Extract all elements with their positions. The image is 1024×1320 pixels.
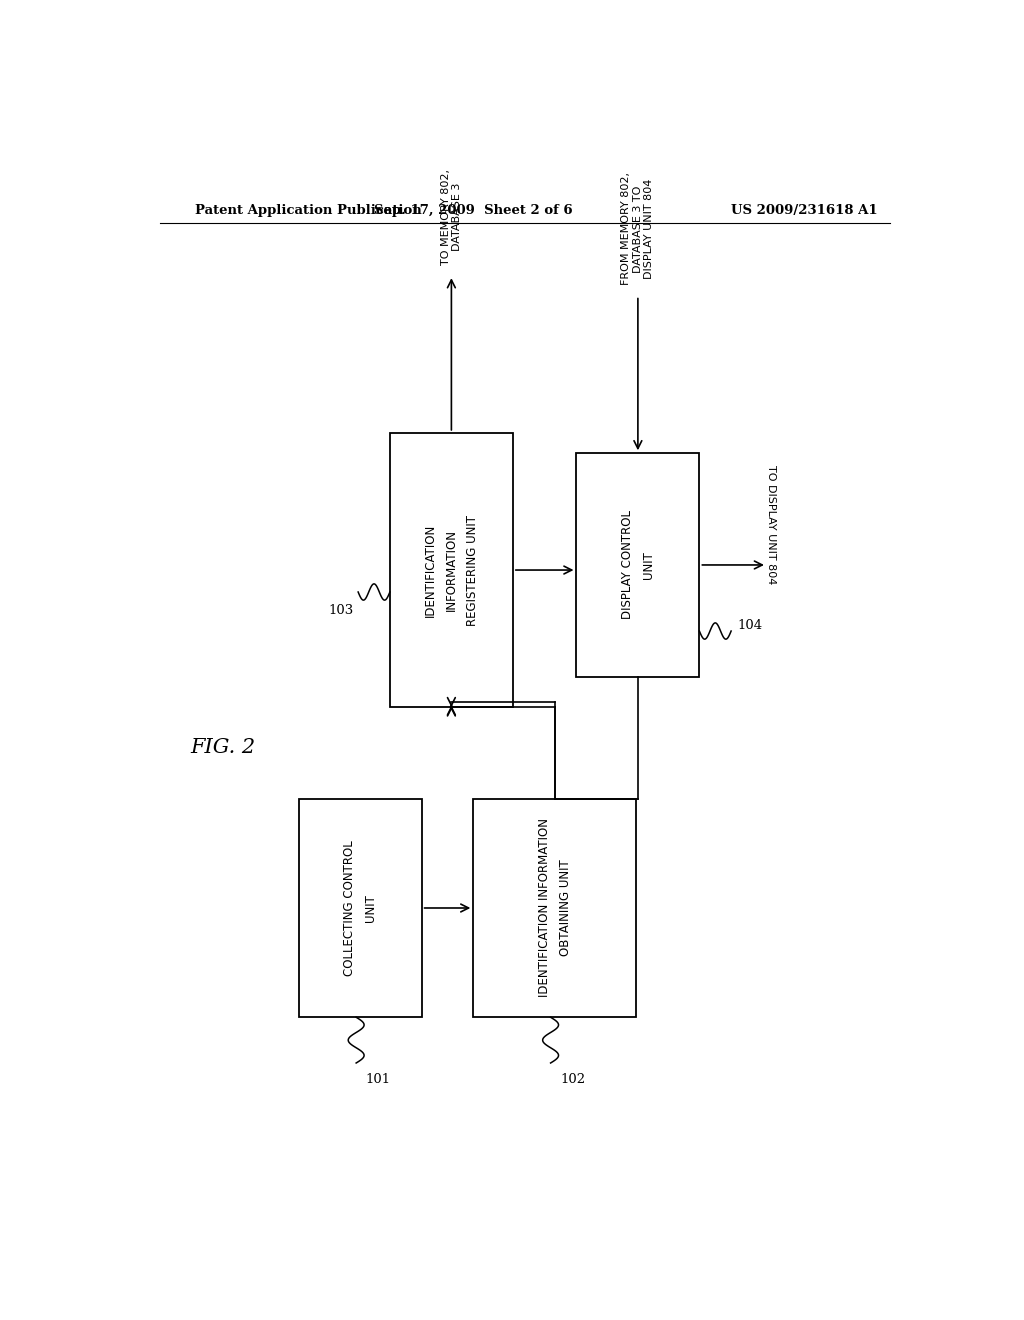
- Bar: [390, 433, 513, 708]
- Text: FIG. 2: FIG. 2: [189, 738, 255, 758]
- Text: FROM MEMORY 802,
DATABASE 3 TO
DISPLAY UNIT 804: FROM MEMORY 802, DATABASE 3 TO DISPLAY U…: [622, 173, 654, 285]
- Text: US 2009/231618 A1: US 2009/231618 A1: [731, 205, 878, 216]
- Text: 104: 104: [737, 619, 763, 632]
- Text: TO DISPLAY UNIT 804: TO DISPLAY UNIT 804: [766, 465, 776, 583]
- Bar: [299, 799, 422, 1018]
- Bar: [473, 799, 636, 1018]
- Text: 103: 103: [329, 605, 354, 618]
- Text: Sep. 17, 2009  Sheet 2 of 6: Sep. 17, 2009 Sheet 2 of 6: [374, 205, 572, 216]
- Text: IDENTIFICATION
INFORMATION
REGISTERING UNIT: IDENTIFICATION INFORMATION REGISTERING U…: [424, 515, 479, 626]
- Text: DISPLAY CONTROL
UNIT: DISPLAY CONTROL UNIT: [621, 511, 655, 619]
- Text: 102: 102: [560, 1073, 586, 1086]
- Text: Patent Application Publication: Patent Application Publication: [196, 205, 422, 216]
- Text: IDENTIFICATION INFORMATION
OBTAINING UNIT: IDENTIFICATION INFORMATION OBTAINING UNI…: [538, 818, 571, 998]
- Text: TO MEMORY 802,
DATABASE 3: TO MEMORY 802, DATABASE 3: [440, 169, 462, 265]
- Text: 101: 101: [366, 1073, 391, 1086]
- Bar: [577, 453, 699, 677]
- Text: COLLECTING CONTROL
UNIT: COLLECTING CONTROL UNIT: [343, 840, 377, 975]
